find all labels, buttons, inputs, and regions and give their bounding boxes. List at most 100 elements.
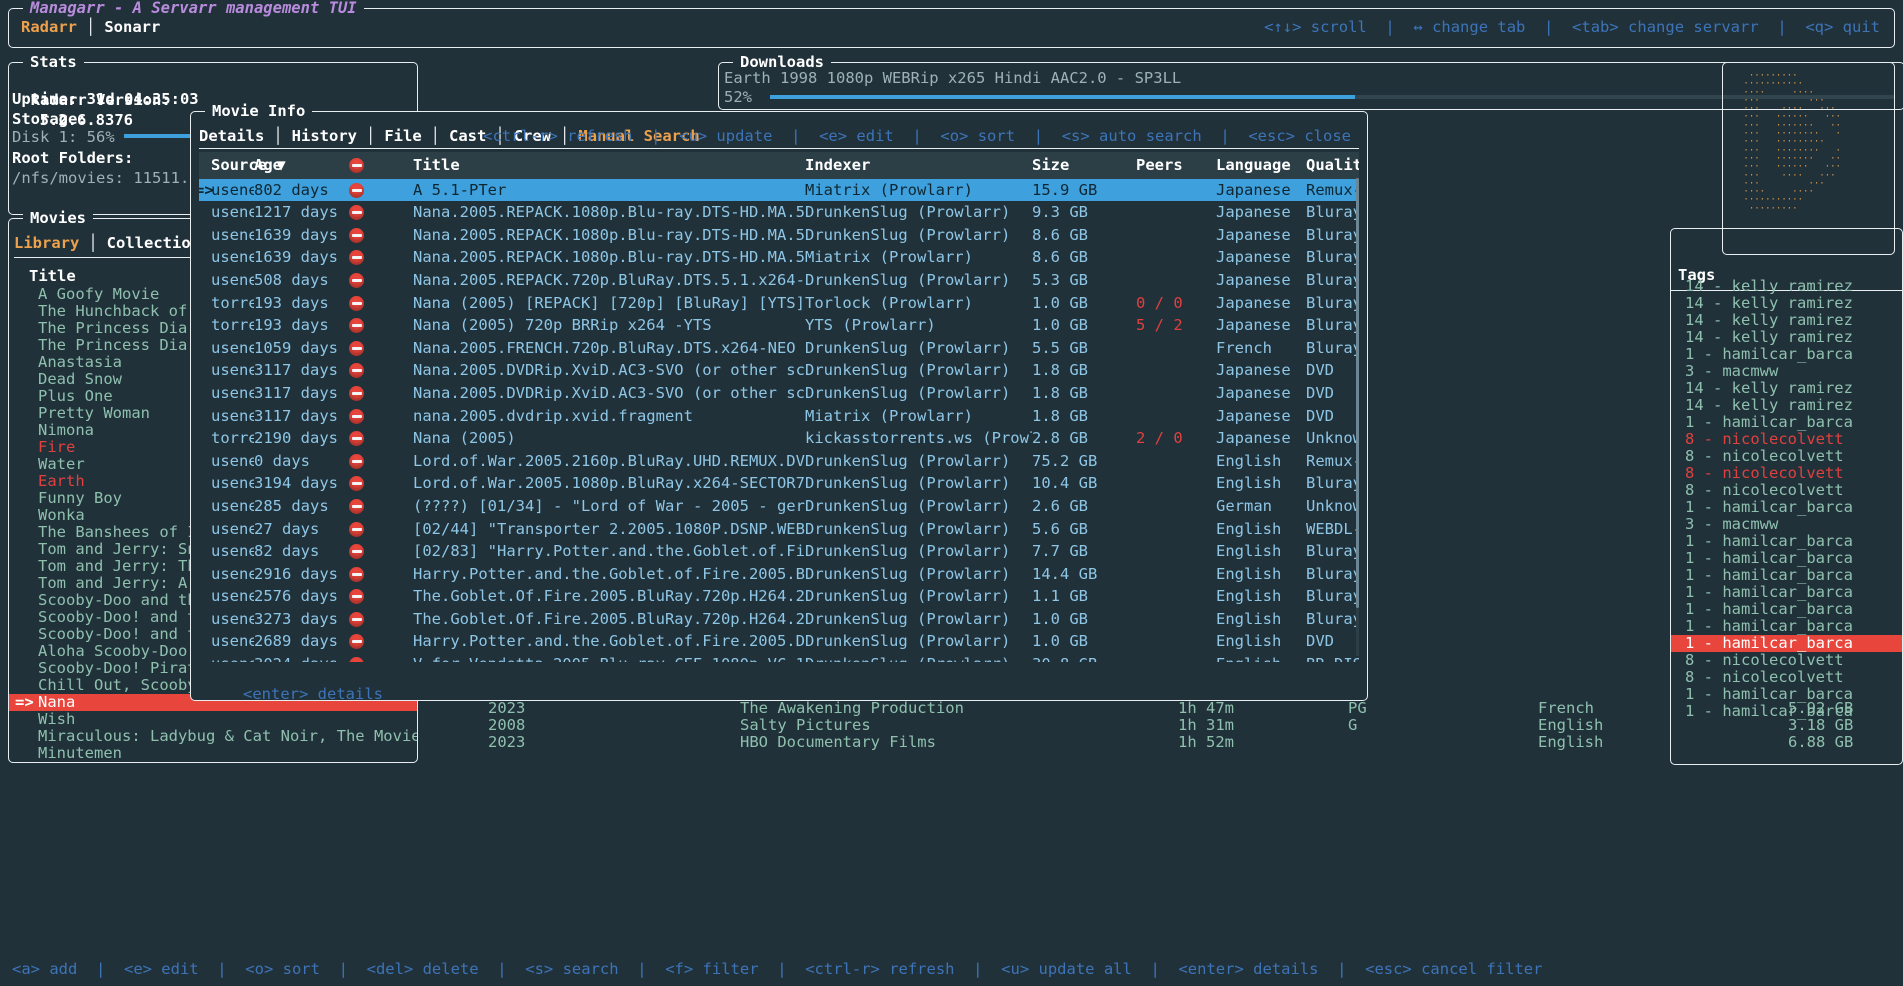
tag-list-item[interactable]: 1 - hamilcar_barca [1685,533,1853,550]
search-result-row[interactable]: usenet0 days Lord.of.War.2005.2160p.BluRa… [199,450,1359,473]
search-result-row[interactable]: usenet508 days Nana.2005.REPACK.720p.BluR… [199,269,1359,292]
movie-list-item[interactable]: Aloha Scooby-Doo! [9,643,417,660]
movie-list-item[interactable]: Wonka [9,507,417,524]
tag-list-item[interactable]: 14 - kelly ramirez [1685,380,1853,397]
tag-list-item[interactable]: 3 - macmww [1685,516,1779,533]
movie-list-item[interactable]: Chill Out, Scooby-Doo [9,677,417,694]
movies-tabs[interactable]: Library │ Collections [14,233,209,254]
col-size[interactable]: Size [1032,152,1136,179]
search-result-row[interactable]: torrent193 days Nana (2005) 720p BRRip x2… [199,314,1359,337]
col-language[interactable]: Language [1216,152,1306,179]
tag-list-item[interactable]: 1 - hamilcar_barca [1685,499,1853,516]
movie-list-item[interactable]: Tom and Jerry: Snowma [9,541,417,558]
tag-list-item[interactable]: 8 - nicolecolvett [1685,652,1844,669]
tag-list-item[interactable]: 1 - hamilcar_barca [1685,618,1853,635]
tag-list-item[interactable]: 1 - hamilcar_barca [1685,414,1853,431]
movie-extra-row[interactable]: 2023 The Awakening Production 1h 47m PG Fren… [418,700,1888,717]
tag-list-item[interactable]: 8 - nicolecolvett [1685,482,1844,499]
col-age[interactable]: Age [254,152,349,179]
movie-list-item[interactable]: The Princess Diaries [9,320,417,337]
search-result-row[interactable]: usenet82 days [02/83] "Harry.Potter.and.t… [199,540,1359,563]
search-result-row[interactable]: usenet1639 days Nana.2005.REPACK.1080p.Bl… [199,246,1359,269]
search-result-row[interactable]: torrent193 days Nana (2005) [REPACK] [720… [199,292,1359,315]
search-result-row[interactable]: usenet3117 days nana.2005.dvdrip.xvid.fra… [199,405,1359,428]
movie-list-item[interactable]: The Banshees of Inish [9,524,417,541]
tab-radarr[interactable]: Radarr [21,18,77,36]
movie-list-item[interactable]: Tom and Jerry: A Nutc [9,575,417,592]
tab-sonarr[interactable]: Sonarr [104,18,161,36]
movie-list-item[interactable]: Water [9,456,417,473]
tag-list-item[interactable]: 14 - kelly ramirez [1685,278,1853,295]
search-result-row[interactable]: usenet3024 days V.for.Vendetta.2005.Blu-r… [199,653,1359,662]
tag-list-item[interactable]: 1 - hamilcar_barca [1685,584,1853,601]
movie-list-item[interactable]: A Goofy Movie [9,286,417,303]
movie-list-item[interactable]: Fire [9,439,417,456]
movies-list[interactable]: A Goofy Movie The Hunchback of Notr The Pr… [9,286,417,761]
movie-extra-row[interactable]: 2023 HBO Documentary Films 1h 52m English 6.… [418,734,1888,751]
tag-list-item[interactable]: 8 - nicolecolvett [1685,431,1844,448]
movie-list-item[interactable]: Scooby-Doo! and the L [9,609,417,626]
tab-file[interactable]: File [384,127,422,145]
movie-list-item[interactable]: Scooby-Doo! Pirates A [9,660,417,677]
col-title[interactable]: Title [397,152,805,179]
manual-search-table-wrap[interactable]: Source ▼ Age Title Indexer Size Peers La… [199,152,1359,662]
search-result-row[interactable]: usenet2689 days Harry.Potter.and.the.Gobl… [199,630,1359,653]
servarr-tabs[interactable]: Radarr │ Sonarr [21,17,160,38]
movie-list-item[interactable]: Tom and Jerry: The Fa [9,558,417,575]
tag-list-item[interactable]: 1 - hamilcar_barca [1685,550,1853,567]
tag-list-item[interactable]: 14 - kelly ramirez [1685,295,1853,312]
tag-list-item[interactable]: 8 - nicolecolvett [1685,465,1844,482]
movie-list-item[interactable]: Funny Boy [9,490,417,507]
tag-list-item[interactable]: 1 - hamilcar_barca [1685,346,1853,363]
tags-list[interactable]: 14 - kelly ramirez 14 - kelly ramirez 14 -… [1671,278,1902,760]
movie-list-item[interactable]: Earth [9,473,417,490]
movie-list-item[interactable]: Wish [9,711,417,728]
movie-list-item[interactable]: Anastasia [9,354,417,371]
col-source[interactable]: Source ▼ [199,152,286,179]
search-result-row[interactable]: usenet285 days (????) [01/34] - "Lord of … [199,495,1359,518]
tag-list-item[interactable]: 14 - kelly ramirez [1685,329,1853,346]
tag-list-item[interactable]: 1 - hamilcar_barca [1685,601,1853,618]
search-result-row[interactable]: usenet3117 days Nana.2005.DVDRip.XviD.AC3… [199,382,1359,405]
movie-list-item[interactable]: Minutemen [9,745,417,761]
search-result-row[interactable]: usenet1217 days Nana.2005.REPACK.1080p.Bl… [199,201,1359,224]
tag-list-item[interactable]: 1 - hamilcar_barca [1671,635,1902,652]
tag-list-item[interactable]: 1 - hamilcar_barca [1685,567,1853,584]
tag-list-item[interactable]: 3 - macmww [1685,363,1779,380]
tab-cast[interactable]: Cast [449,127,487,145]
search-result-row[interactable]: usenet1059 days Nana.2005.FRENCH.720p.Blu… [199,337,1359,360]
movie-list-item[interactable]: Plus One [9,388,417,405]
tab-collections[interactable]: Collections [106,234,210,252]
search-result-row[interactable]: usenet2916 days Harry.Potter.and.the.Gobl… [199,563,1359,586]
manual-search-scrollbar[interactable] [1356,178,1359,608]
search-result-row[interactable]: usenet3273 days The.Goblet.Of.Fire.2005.B… [199,608,1359,631]
tab-history[interactable]: History [291,127,357,145]
col-quality[interactable]: Quality [1306,152,1359,179]
movie-list-item[interactable]: The Princess Diaries [9,337,417,354]
movie-list-item[interactable]: Pretty Woman [9,405,417,422]
tab-library[interactable]: Library [14,234,80,252]
tag-list-item[interactable]: 8 - nicolecolvett [1685,669,1844,686]
movie-list-item[interactable]: Scooby-Doo and the Al [9,592,417,609]
movie-list-item[interactable]: Dead Snow [9,371,417,388]
tab-details[interactable]: Details [199,127,265,145]
col-indexer[interactable]: Indexer [805,152,1032,179]
search-result-row[interactable]: usenet1639 days Nana.2005.REPACK.1080p.Bl… [199,224,1359,247]
search-result-row[interactable]: usenet3194 days Lord.of.War.2005.1080p.Bl… [199,472,1359,495]
search-result-row[interactable]: usenet2576 days The.Goblet.Of.Fire.2005.B… [199,585,1359,608]
tag-list-item[interactable]: 1 - hamilcar_barca [1685,703,1853,720]
search-result-row[interactable]: torrent2190 days Nana (2005) kickasstorren… [199,427,1359,450]
movie-list-item[interactable]: The Hunchback of Notr [9,303,417,320]
movie-list-item[interactable]: Scooby-Doo! and the M [9,626,417,643]
tab-manual-search[interactable]: Manual Search [578,127,700,145]
search-result-row[interactable]: usenet3117 days Nana.2005.DVDRip.XviD.AC3… [199,359,1359,382]
tag-list-item[interactable]: 14 - kelly ramirez [1685,397,1853,414]
tag-list-item[interactable]: 8 - nicolecolvett [1685,448,1844,465]
movie-info-tabs[interactable]: Details │ History │ File │ Cast │ Crew │… [199,126,700,147]
tag-list-item[interactable]: 1 - hamilcar_barca [1685,686,1853,703]
tag-list-item[interactable]: 14 - kelly ramirez [1685,312,1853,329]
movie-list-item[interactable]: Miraculous: Ladybug & Cat Noir, The Movi… [9,728,417,745]
